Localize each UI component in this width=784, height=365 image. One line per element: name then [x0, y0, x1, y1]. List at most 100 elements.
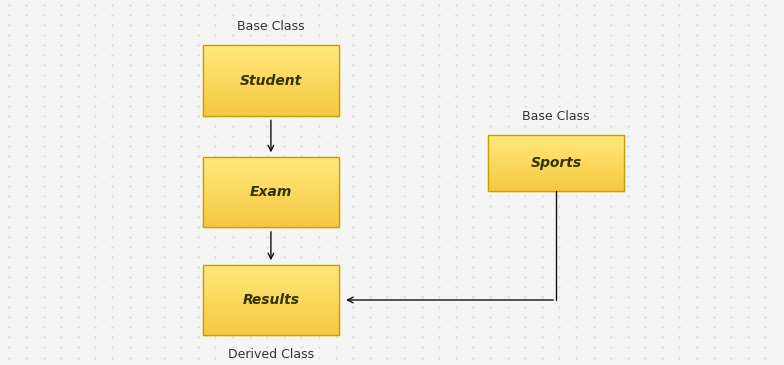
- Bar: [202, 312, 339, 313]
- Bar: [202, 69, 339, 70]
- Bar: [202, 196, 339, 197]
- Bar: [202, 218, 339, 219]
- Bar: [202, 113, 339, 115]
- Bar: [202, 207, 339, 208]
- Bar: [202, 111, 339, 112]
- Bar: [202, 271, 339, 272]
- Bar: [488, 184, 624, 185]
- Bar: [488, 180, 624, 181]
- Bar: [202, 270, 339, 271]
- Bar: [202, 276, 339, 277]
- Bar: [202, 278, 339, 279]
- Bar: [202, 57, 339, 58]
- Bar: [202, 225, 339, 226]
- Bar: [202, 201, 339, 203]
- Bar: [202, 93, 339, 95]
- Bar: [202, 200, 339, 201]
- Bar: [488, 172, 624, 173]
- Bar: [202, 208, 339, 210]
- Bar: [202, 87, 339, 88]
- Bar: [202, 285, 339, 286]
- Bar: [202, 184, 339, 185]
- Bar: [202, 89, 339, 90]
- Bar: [202, 88, 339, 89]
- Bar: [488, 146, 624, 147]
- Bar: [202, 157, 339, 227]
- Bar: [202, 316, 339, 318]
- Bar: [202, 51, 339, 53]
- Bar: [202, 193, 339, 195]
- Bar: [202, 265, 339, 266]
- Bar: [488, 177, 624, 178]
- Bar: [202, 334, 339, 335]
- Bar: [202, 61, 339, 62]
- Bar: [488, 161, 624, 162]
- Bar: [488, 182, 624, 183]
- Bar: [202, 185, 339, 186]
- Bar: [488, 176, 624, 177]
- Bar: [202, 75, 339, 76]
- Bar: [488, 169, 624, 170]
- Bar: [202, 183, 339, 184]
- Bar: [202, 307, 339, 308]
- Bar: [202, 181, 339, 183]
- Bar: [202, 59, 339, 61]
- Bar: [202, 189, 339, 190]
- Bar: [202, 267, 339, 268]
- Bar: [202, 50, 339, 51]
- Bar: [488, 140, 624, 141]
- Bar: [202, 327, 339, 328]
- Bar: [202, 286, 339, 287]
- Bar: [202, 90, 339, 91]
- Bar: [202, 328, 339, 329]
- Bar: [202, 73, 339, 75]
- Bar: [202, 85, 339, 87]
- Text: Derived Class: Derived Class: [228, 347, 314, 361]
- Bar: [488, 135, 624, 137]
- Bar: [202, 178, 339, 179]
- Bar: [202, 324, 339, 326]
- Bar: [202, 220, 339, 221]
- Bar: [202, 115, 339, 116]
- Bar: [202, 78, 339, 79]
- Bar: [202, 205, 339, 206]
- Bar: [202, 265, 339, 335]
- Bar: [202, 168, 339, 169]
- Bar: [202, 315, 339, 316]
- Bar: [202, 157, 339, 158]
- Bar: [488, 163, 624, 164]
- Bar: [202, 310, 339, 311]
- Bar: [202, 221, 339, 222]
- Bar: [202, 79, 339, 81]
- Bar: [202, 180, 339, 181]
- Bar: [488, 156, 624, 157]
- Bar: [202, 162, 339, 163]
- Bar: [202, 56, 339, 57]
- Bar: [202, 300, 339, 301]
- Bar: [202, 314, 339, 315]
- Bar: [202, 330, 339, 331]
- Bar: [202, 319, 339, 320]
- Bar: [202, 53, 339, 54]
- Bar: [202, 206, 339, 207]
- Bar: [202, 211, 339, 212]
- Bar: [202, 318, 339, 319]
- Bar: [488, 141, 624, 142]
- Bar: [202, 54, 339, 55]
- Bar: [488, 179, 624, 180]
- Bar: [202, 329, 339, 330]
- Bar: [202, 281, 339, 283]
- Bar: [202, 215, 339, 216]
- Bar: [488, 165, 624, 166]
- Bar: [488, 190, 624, 191]
- Bar: [202, 186, 339, 187]
- Bar: [202, 58, 339, 59]
- Bar: [202, 46, 339, 47]
- Text: Exam: Exam: [250, 185, 292, 199]
- Bar: [202, 306, 339, 307]
- Bar: [202, 98, 339, 99]
- Bar: [202, 112, 339, 113]
- Bar: [202, 169, 339, 170]
- Bar: [202, 210, 339, 211]
- Bar: [488, 153, 624, 154]
